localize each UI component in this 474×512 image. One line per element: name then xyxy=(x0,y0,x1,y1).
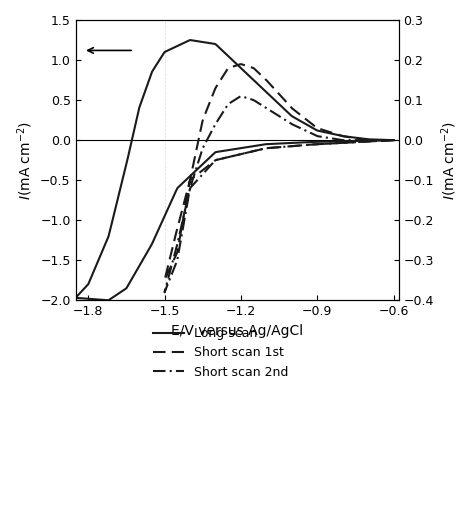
Y-axis label: $I$(mA cm$^{-2}$): $I$(mA cm$^{-2}$) xyxy=(439,121,459,200)
Legend: Long scan, Short scan 1st, Short scan 2nd: Long scan, Short scan 1st, Short scan 2n… xyxy=(148,322,294,383)
X-axis label: E/V versus Ag/AgCl: E/V versus Ag/AgCl xyxy=(171,324,303,338)
Y-axis label: $I$(mA cm$^{-2}$): $I$(mA cm$^{-2}$) xyxy=(15,121,35,200)
